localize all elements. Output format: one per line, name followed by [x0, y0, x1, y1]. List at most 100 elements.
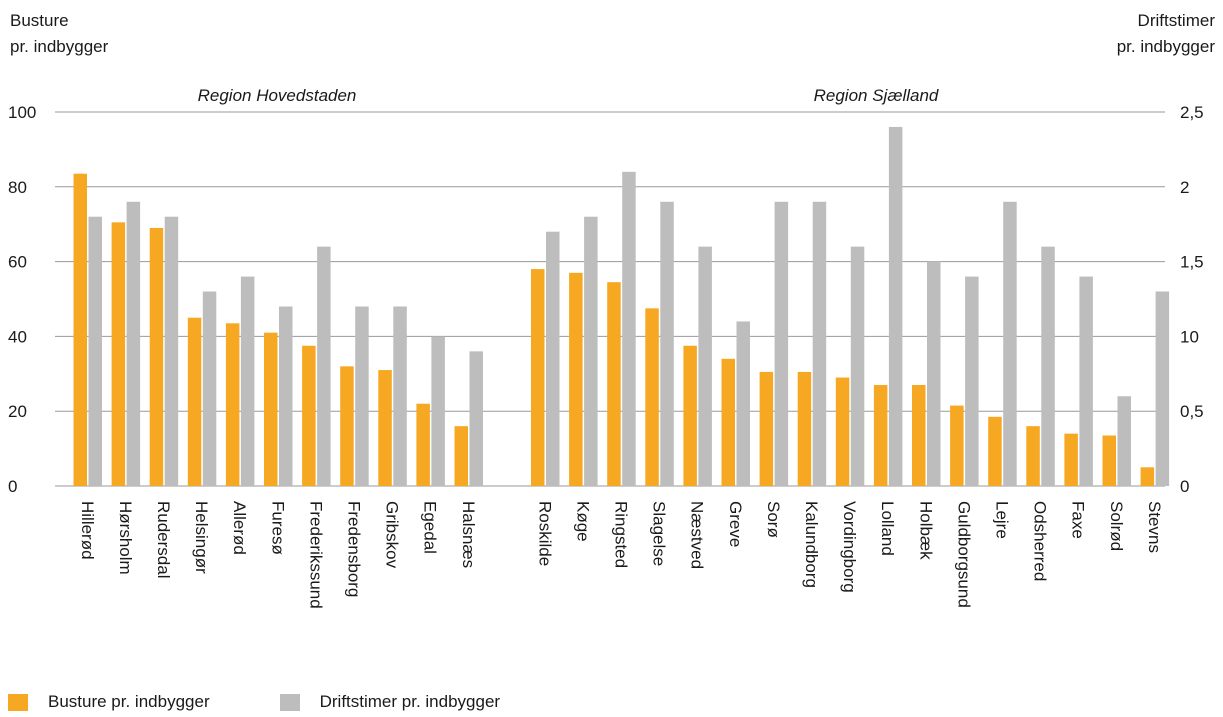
bar-driftstimer [736, 321, 750, 486]
x-tick-label: Halsnæs [459, 501, 478, 568]
bar-driftstimer [1117, 396, 1131, 486]
bar-busture [950, 405, 964, 486]
x-tick-label: Sorø [764, 501, 783, 538]
bar-driftstimer [584, 216, 598, 486]
bar-chart: 0 20 40 60 80 100 0 0,5 10 1,5 2 2,5 Region Hovedsta… [8, 86, 1204, 609]
bar-driftstimer [888, 126, 903, 487]
bar-busture [721, 358, 735, 486]
bar-busture [569, 272, 583, 486]
bar-driftstimer [1079, 276, 1093, 486]
bar-driftstimer [622, 171, 636, 486]
y-axis-right-title: Driftstimer pr. indbygger [1117, 8, 1215, 60]
x-tick-label: Helsingør [192, 501, 211, 574]
bar-busture [111, 222, 126, 486]
x-tick-label: Vordingborg [840, 501, 859, 593]
bar-driftstimer [774, 201, 789, 486]
bar-busture [607, 282, 621, 486]
y-tick-label-left: 20 [8, 402, 27, 421]
x-tick-label: Fredensborg [344, 501, 363, 597]
bar-driftstimer [88, 216, 102, 486]
x-tick-label: Hillerød [78, 501, 97, 560]
y-tick-label-left: 40 [8, 327, 27, 346]
bar-busture [416, 403, 430, 486]
bar-driftstimer [202, 291, 217, 486]
bar-busture [797, 371, 812, 486]
legend: Busture pr. indbygger Driftstimer pr. in… [8, 692, 570, 712]
bar-driftstimer [927, 261, 941, 486]
x-tick-label: Hørsholm [116, 501, 135, 575]
y-axis-right-title-line-1: Driftstimer [1137, 11, 1215, 30]
x-tick-label: Egedal [421, 501, 440, 554]
bar-driftstimer [812, 201, 827, 486]
bar-busture [73, 173, 87, 486]
y-tick-label-left: 0 [8, 477, 17, 496]
y-axis-left-title-line-1: Busture [10, 11, 69, 30]
bar-busture [302, 345, 316, 486]
bar-driftstimer [469, 351, 483, 486]
x-tick-label: Roskilde [535, 501, 554, 566]
y-tick-label-right: 10 [1180, 327, 1199, 346]
legend-item-driftstimer: Driftstimer pr. indbygger [279, 692, 501, 712]
bar-driftstimer [431, 336, 445, 486]
bar-driftstimer [1155, 291, 1170, 486]
y-tick-label-right: 2 [1180, 178, 1189, 197]
bar-driftstimer [850, 246, 865, 486]
bar-driftstimer [164, 216, 179, 486]
x-tick-label: Næstved [688, 501, 707, 569]
bar-busture [1140, 467, 1155, 486]
x-tick-label: Guldborgsund [954, 501, 973, 608]
x-tick-label: Odsherred [1031, 501, 1050, 581]
legend-swatch-driftstimer [279, 693, 300, 711]
y-axis-right-title-line-2: pr. indbygger [1116, 37, 1215, 56]
bar-driftstimer [546, 231, 560, 486]
y-tick-label-right: 1,5 [1180, 253, 1204, 272]
bar-busture [149, 227, 164, 486]
bar-busture [873, 385, 888, 486]
y-tick-label-left: 100 [8, 103, 36, 122]
region-label: Region Sjælland [814, 86, 939, 105]
bar-busture [225, 323, 240, 486]
x-tick-label: Gribskov [383, 501, 402, 569]
x-tick-label: Lejre [992, 501, 1011, 539]
x-tick-label: Greve [726, 501, 745, 547]
y-axis-left-title: Busture pr. indbygger [10, 8, 108, 60]
x-tick-label: Lolland [878, 501, 897, 556]
bar-busture [835, 377, 850, 486]
region-label: Region Hovedstaden [198, 86, 357, 105]
bar-busture [759, 371, 774, 486]
y-axis-left-title-line-2: pr. indbygger [10, 37, 109, 56]
bar-busture [1026, 426, 1040, 486]
bar-driftstimer [660, 201, 674, 486]
bar-driftstimer [317, 246, 331, 486]
x-tick-label: Allerød [230, 501, 249, 555]
bar-busture [531, 269, 545, 486]
y-tick-label-right: 0,5 [1180, 402, 1204, 421]
legend-label-driftstimer: Driftstimer pr. indbygger [319, 692, 501, 711]
bar-driftstimer [1041, 246, 1055, 486]
bar-driftstimer [1003, 201, 1017, 486]
bar-busture [988, 416, 1002, 486]
bar-busture [1064, 433, 1078, 486]
bar-driftstimer [355, 306, 369, 486]
bar-driftstimer [126, 201, 141, 486]
x-tick-label: Holbæk [916, 501, 935, 560]
x-tick-label: Furesø [268, 501, 287, 555]
y-tick-label-left: 60 [8, 253, 27, 272]
bar-busture [187, 317, 202, 486]
bar-busture [264, 332, 278, 486]
bar-busture [340, 366, 354, 486]
bar-busture [912, 385, 926, 486]
legend-label-busture: Busture pr. indbygger [48, 692, 210, 711]
x-tick-label: Faxe [1069, 501, 1088, 539]
y-tick-label-right: 0 [1180, 477, 1189, 496]
bar-driftstimer [240, 276, 255, 486]
y-tick-label-left: 80 [8, 178, 27, 197]
x-tick-label: Køge [573, 501, 592, 542]
x-tick-label: Frederikssund [306, 501, 325, 609]
bar-busture [683, 345, 697, 486]
bar-driftstimer [698, 246, 712, 486]
x-tick-label: Solrød [1107, 501, 1126, 551]
x-tick-label: Stevns [1145, 501, 1164, 553]
y-tick-label-right: 2,5 [1180, 103, 1204, 122]
bar-busture [454, 426, 468, 486]
